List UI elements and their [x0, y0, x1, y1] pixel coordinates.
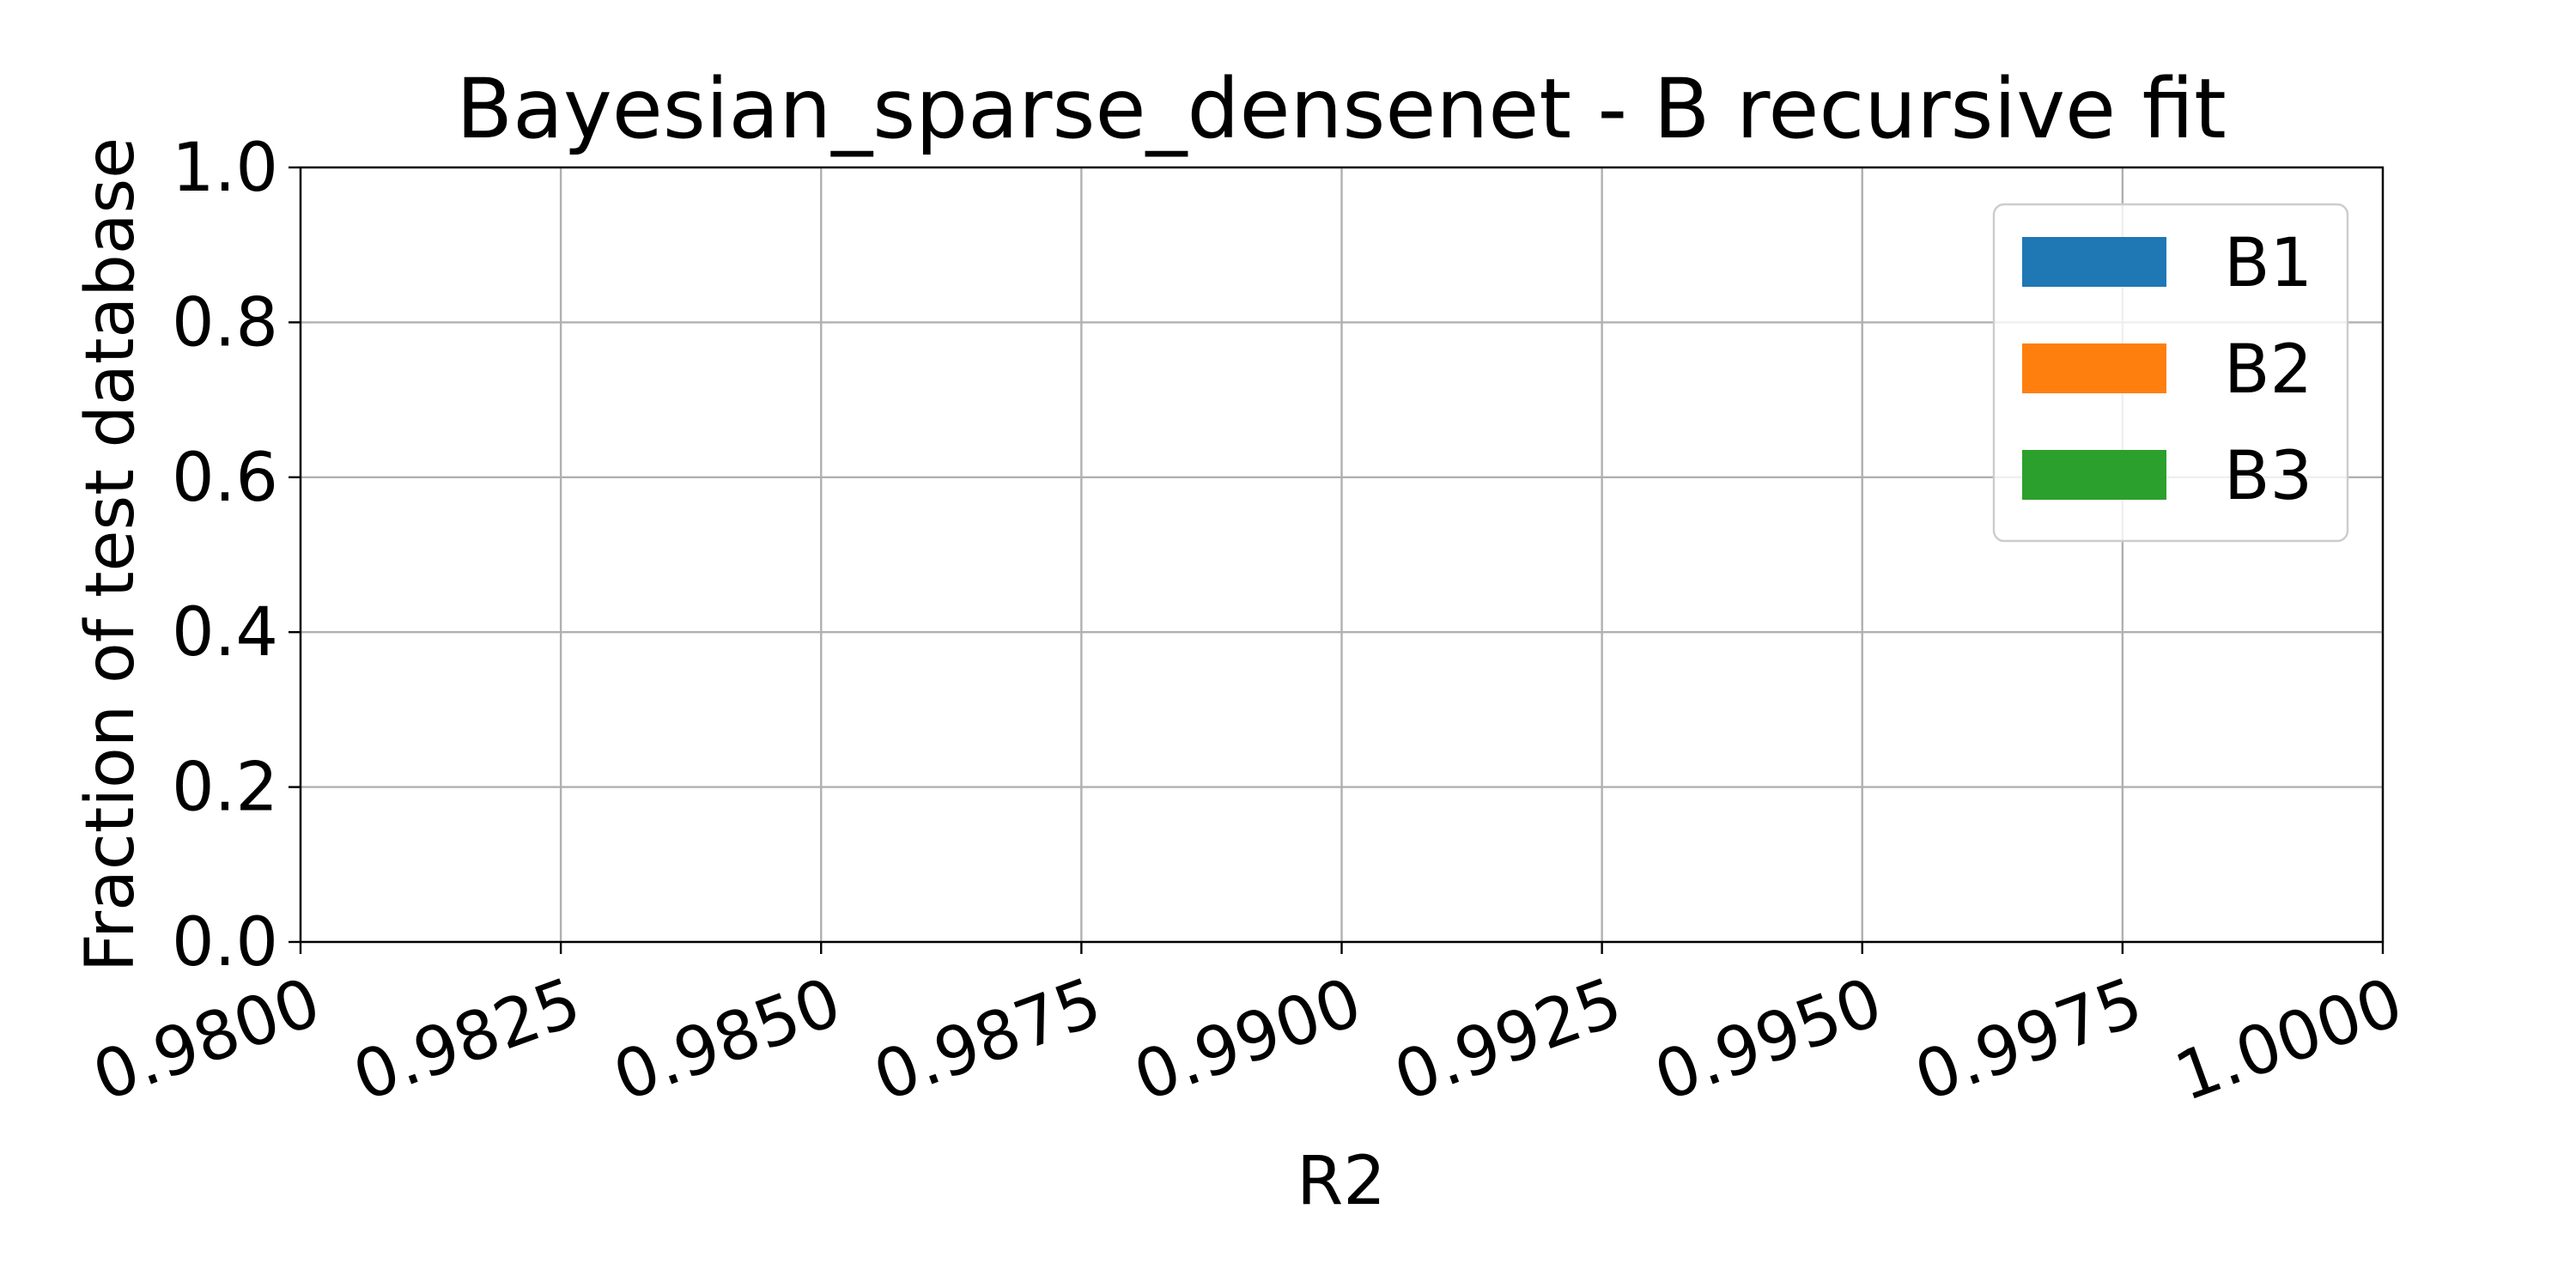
- x-axis-label: R2: [1297, 1143, 1386, 1220]
- legend-swatch-b3: [2022, 450, 2166, 500]
- legend: B1 B2 B3: [1992, 203, 2349, 543]
- legend-swatch-b2: [2022, 343, 2166, 393]
- y-tick-label: 1.0: [172, 130, 278, 207]
- chart-title: Bayesian_sparse_densenet - B recursive f…: [456, 61, 2226, 157]
- y-tick-label: 0.2: [172, 750, 278, 827]
- y-tick-label: 0.4: [172, 594, 278, 671]
- y-tick-label: 0.0: [172, 904, 278, 981]
- legend-label-b1: B1: [2224, 225, 2312, 302]
- y-tick-label: 0.8: [172, 284, 278, 361]
- y-tick-label: 0.6: [172, 440, 278, 517]
- legend-label-b2: B2: [2224, 331, 2312, 409]
- legend-label-b3: B3: [2224, 438, 2312, 515]
- y-axis-label: Fraction of test database: [72, 137, 149, 972]
- legend-swatch-b1: [2022, 237, 2166, 287]
